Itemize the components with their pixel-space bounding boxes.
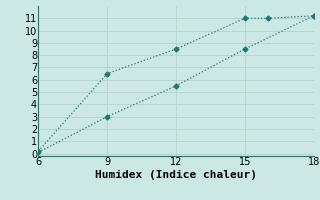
- X-axis label: Humidex (Indice chaleur): Humidex (Indice chaleur): [95, 170, 257, 180]
